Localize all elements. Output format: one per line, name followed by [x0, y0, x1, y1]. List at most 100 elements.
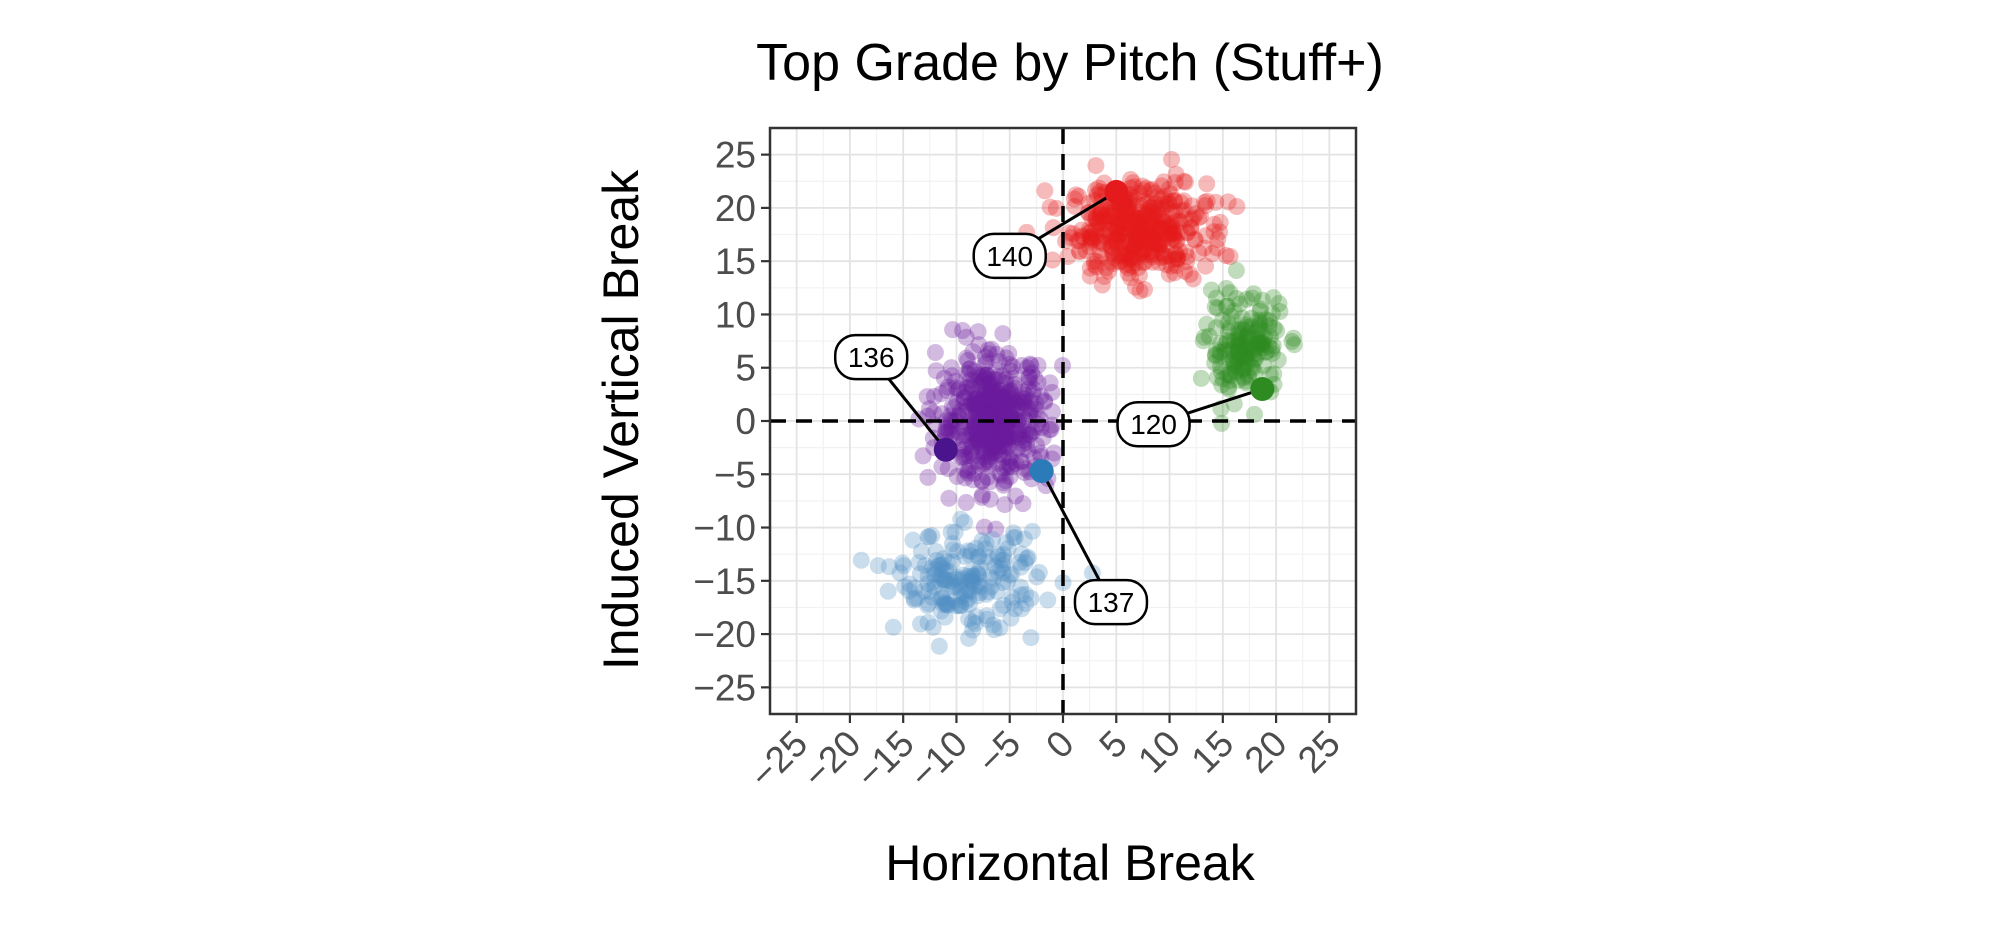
- scatter-point: [1130, 227, 1148, 245]
- scatter-point: [939, 418, 957, 436]
- scatter-point: [979, 390, 997, 408]
- scatter-point: [973, 532, 991, 550]
- scatter-point: [959, 542, 977, 560]
- scatter-point: [894, 554, 912, 572]
- scatter-point: [999, 383, 1017, 401]
- scatter-point: [996, 374, 1014, 392]
- scatter-point: [1222, 307, 1240, 325]
- scatter-point: [1118, 199, 1136, 217]
- scatter-point: [1168, 232, 1186, 250]
- scatter-point: [1229, 336, 1247, 354]
- scatter-point: [1265, 319, 1283, 337]
- y-tick-label: −10: [693, 508, 756, 549]
- scatter-point: [1130, 266, 1148, 284]
- scatter-point: [1157, 255, 1175, 273]
- scatter-point: [992, 559, 1010, 577]
- scatter-point: [997, 430, 1015, 448]
- scatter-point: [1091, 183, 1109, 201]
- scatter-point: [963, 437, 981, 455]
- scatter-point: [1252, 333, 1270, 351]
- scatter-point: [933, 405, 951, 423]
- scatter-point: [979, 468, 997, 486]
- scatter-point: [1285, 336, 1303, 354]
- scatter-point: [1142, 209, 1160, 227]
- scatter-point: [1175, 192, 1193, 210]
- scatter-point: [1206, 298, 1224, 316]
- scatter-point: [965, 424, 983, 442]
- scatter-point: [981, 448, 999, 466]
- scatter-point: [1080, 221, 1098, 239]
- scatter-point: [1019, 380, 1037, 398]
- scatter-point: [1242, 358, 1260, 376]
- scatter-point: [927, 362, 945, 380]
- scatter-point: [1152, 244, 1170, 262]
- scatter-point: [1091, 241, 1109, 259]
- scatter-point: [1090, 232, 1108, 250]
- scatter-point: [1239, 339, 1257, 357]
- scatter-point: [1119, 259, 1137, 277]
- scatter-point: [1140, 202, 1158, 220]
- scatter-point: [972, 368, 990, 386]
- scatter-point: [1233, 337, 1251, 355]
- scatter-point: [1126, 239, 1144, 257]
- scatter-point: [944, 553, 962, 571]
- scatter-point: [1121, 241, 1139, 259]
- scatter-point: [994, 574, 1012, 592]
- scatter-point: [1217, 335, 1235, 353]
- scatter-point: [1225, 356, 1243, 374]
- scatter-point: [1148, 188, 1166, 206]
- scatter-point: [1263, 305, 1281, 323]
- scatter-point: [1127, 208, 1145, 226]
- scatter-point: [1178, 223, 1196, 241]
- scatter-point: [1247, 336, 1265, 354]
- scatter-point: [1145, 184, 1163, 202]
- scatter-point: [998, 402, 1016, 420]
- scatter-point: [947, 379, 965, 397]
- scatter-point: [1158, 195, 1176, 213]
- scatter-point: [1133, 219, 1151, 237]
- scatter-point: [969, 587, 987, 605]
- scatter-point: [940, 562, 958, 580]
- scatter-point: [919, 567, 937, 585]
- scatter-point: [1264, 289, 1282, 307]
- scatter-point: [991, 619, 1009, 637]
- scatter-point: [961, 572, 979, 590]
- scatter-point: [969, 433, 987, 451]
- scatter-point: [948, 382, 966, 400]
- scatter-point: [1237, 372, 1255, 390]
- scatter-point: [1002, 609, 1020, 627]
- scatter-point: [1036, 392, 1054, 410]
- scatter-point: [1205, 215, 1223, 233]
- scatter-point: [1237, 318, 1255, 336]
- scatter-point: [1106, 202, 1124, 220]
- scatter-point: [1019, 399, 1037, 417]
- scatter-point: [944, 578, 962, 596]
- scatter-point: [1005, 524, 1023, 542]
- scatter-point: [1240, 350, 1258, 368]
- scatter-point: [1011, 394, 1029, 412]
- scatter-point: [1118, 213, 1136, 231]
- scatter-point: [1141, 228, 1159, 246]
- scatter-point: [1088, 215, 1106, 233]
- scatter-point: [995, 551, 1013, 569]
- scatter-point: [1004, 394, 1022, 412]
- scatter-point: [1158, 198, 1176, 216]
- scatter-point: [960, 365, 978, 383]
- scatter-point: [1105, 216, 1123, 234]
- scatter-point: [1252, 336, 1270, 354]
- scatter-point: [952, 510, 970, 528]
- scatter-point: [1249, 345, 1267, 363]
- scatter-point: [934, 570, 952, 588]
- scatter-point: [969, 390, 987, 408]
- scatter-point: [972, 393, 990, 411]
- scatter-point: [1192, 369, 1210, 387]
- scatter-point: [1206, 346, 1224, 364]
- scatter-point: [1012, 578, 1030, 596]
- scatter-point: [960, 567, 978, 585]
- scatter-point: [985, 398, 1003, 416]
- scatter-point: [982, 386, 1000, 404]
- scatter-point: [1132, 243, 1150, 261]
- scatter-point: [989, 368, 1007, 386]
- scatter-point: [933, 556, 951, 574]
- scatter-point: [957, 365, 975, 383]
